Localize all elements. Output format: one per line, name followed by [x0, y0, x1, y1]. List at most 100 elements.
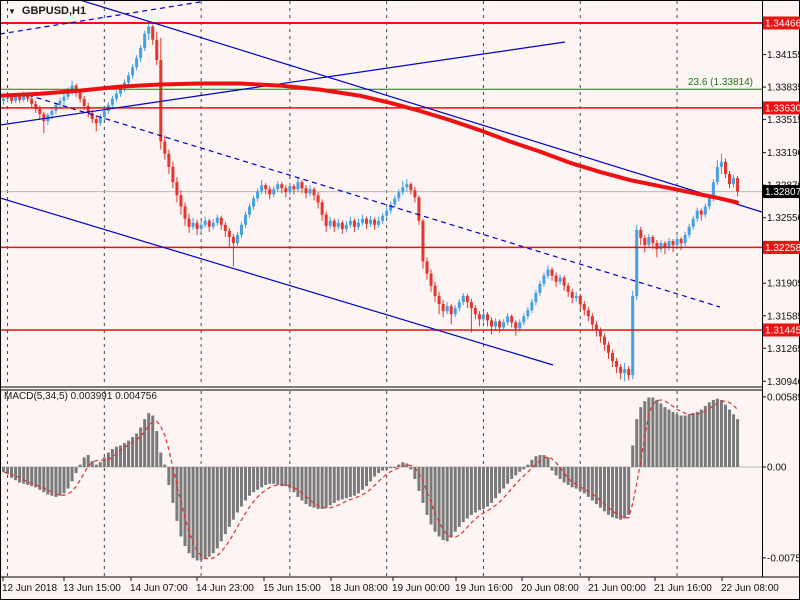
- trendline[interactable]: [0, 1, 201, 35]
- candle-body: [417, 197, 421, 221]
- macd-bar: [340, 467, 344, 500]
- candle-body: [631, 295, 635, 376]
- candle-body: [655, 243, 659, 250]
- candle-body: [602, 336, 606, 345]
- macd-indicator-label: MACD(5,34,5) 0.003991 0.004756: [4, 391, 157, 402]
- macd-bar: [635, 419, 639, 467]
- macd-bar: [485, 467, 489, 507]
- candle-body: [199, 224, 203, 229]
- macd-bar: [377, 467, 381, 473]
- candle-body: [304, 188, 308, 194]
- macd-bar: [167, 467, 171, 485]
- macd-bar: [66, 467, 70, 489]
- macd-bar: [518, 467, 522, 472]
- macd-bar: [490, 467, 494, 503]
- candle-body: [703, 206, 707, 215]
- candle-body: [385, 210, 389, 216]
- macd-bar: [445, 467, 449, 542]
- candle-body: [219, 217, 223, 225]
- macd-bar: [171, 467, 175, 503]
- macd-bar: [695, 411, 699, 467]
- trendline[interactable]: [0, 41, 566, 126]
- macd-bar: [252, 467, 256, 493]
- candle-body: [211, 222, 215, 227]
- price-tag-label: 1.32258: [765, 243, 800, 254]
- macd-bar: [619, 467, 623, 520]
- candle-body: [38, 108, 42, 115]
- candle-body: [615, 360, 619, 368]
- candle-body: [272, 189, 276, 195]
- candle-body: [114, 93, 118, 99]
- macd-bar: [288, 467, 292, 489]
- candle-body: [542, 275, 546, 284]
- macd-bar: [514, 467, 518, 476]
- macd-bar: [122, 443, 126, 467]
- macd-bar: [38, 467, 42, 490]
- candle-body: [195, 222, 199, 229]
- macd-bar: [131, 437, 135, 467]
- candle-body: [643, 238, 647, 246]
- macd-bar: [723, 404, 727, 467]
- candle-body: [659, 243, 663, 250]
- candle-body: [663, 243, 667, 248]
- macd-bar: [143, 419, 147, 467]
- candle-body: [494, 321, 498, 327]
- candle-body: [514, 322, 518, 329]
- macd-bar: [526, 464, 530, 467]
- macd-bar: [58, 467, 62, 496]
- macd-bar: [98, 462, 102, 467]
- macd-bar: [611, 467, 615, 518]
- macd-bar: [574, 467, 578, 489]
- macd-bar: [498, 467, 502, 494]
- price-tick-label: 1.31585: [767, 311, 800, 322]
- price-tag-label: 1.33630: [765, 103, 800, 114]
- macd-bar: [316, 467, 320, 509]
- candle-body: [171, 166, 175, 183]
- price-panel[interactable]: 23.6 (1.33814): [0, 0, 762, 386]
- symbol-title-bar: ▼ GBPUSD,H1: [8, 5, 86, 17]
- macd-bar: [78, 464, 82, 467]
- macd-histogram: [2, 397, 740, 561]
- macd-bar: [235, 467, 239, 513]
- macd-bar: [163, 464, 167, 467]
- candle-body: [288, 186, 292, 193]
- symbol-dropdown-icon[interactable]: ▼: [8, 6, 16, 16]
- candle-body: [139, 47, 143, 59]
- candle-body: [651, 236, 655, 244]
- candle-body: [619, 367, 623, 374]
- macd-bar: [191, 467, 195, 559]
- candle-body: [360, 218, 364, 223]
- macd-bar: [18, 467, 22, 483]
- trendline[interactable]: [27, 94, 721, 308]
- macd-bar: [276, 467, 280, 485]
- candle-body: [699, 210, 703, 215]
- macd-bar: [736, 419, 740, 467]
- macd-panel[interactable]: [0, 391, 762, 576]
- candle-body: [558, 277, 562, 282]
- candle-body: [723, 161, 727, 174]
- trendline[interactable]: [0, 197, 554, 366]
- macd-bar: [534, 456, 538, 467]
- candle-body: [469, 302, 473, 309]
- macd-bar: [300, 467, 304, 501]
- macd-bar: [570, 467, 574, 488]
- macd-bar: [647, 397, 651, 467]
- candle-body: [461, 295, 465, 303]
- macd-bar: [320, 467, 324, 509]
- macd-bar: [631, 445, 635, 467]
- macd-bar: [219, 467, 223, 542]
- candle-body: [98, 117, 102, 124]
- candle-body: [312, 189, 316, 196]
- macd-bar: [344, 467, 348, 499]
- time-axis-label: 14 Jun 23:00: [196, 583, 254, 594]
- macd-bar: [2, 467, 5, 472]
- macd-bar: [643, 401, 647, 467]
- macd-bar: [292, 467, 296, 493]
- current-price-tag: [763, 185, 800, 199]
- trendline[interactable]: [80, 0, 762, 213]
- macd-bar: [687, 414, 691, 467]
- candle-body: [606, 344, 610, 353]
- candle-body: [324, 214, 328, 226]
- macd-bar: [70, 467, 74, 482]
